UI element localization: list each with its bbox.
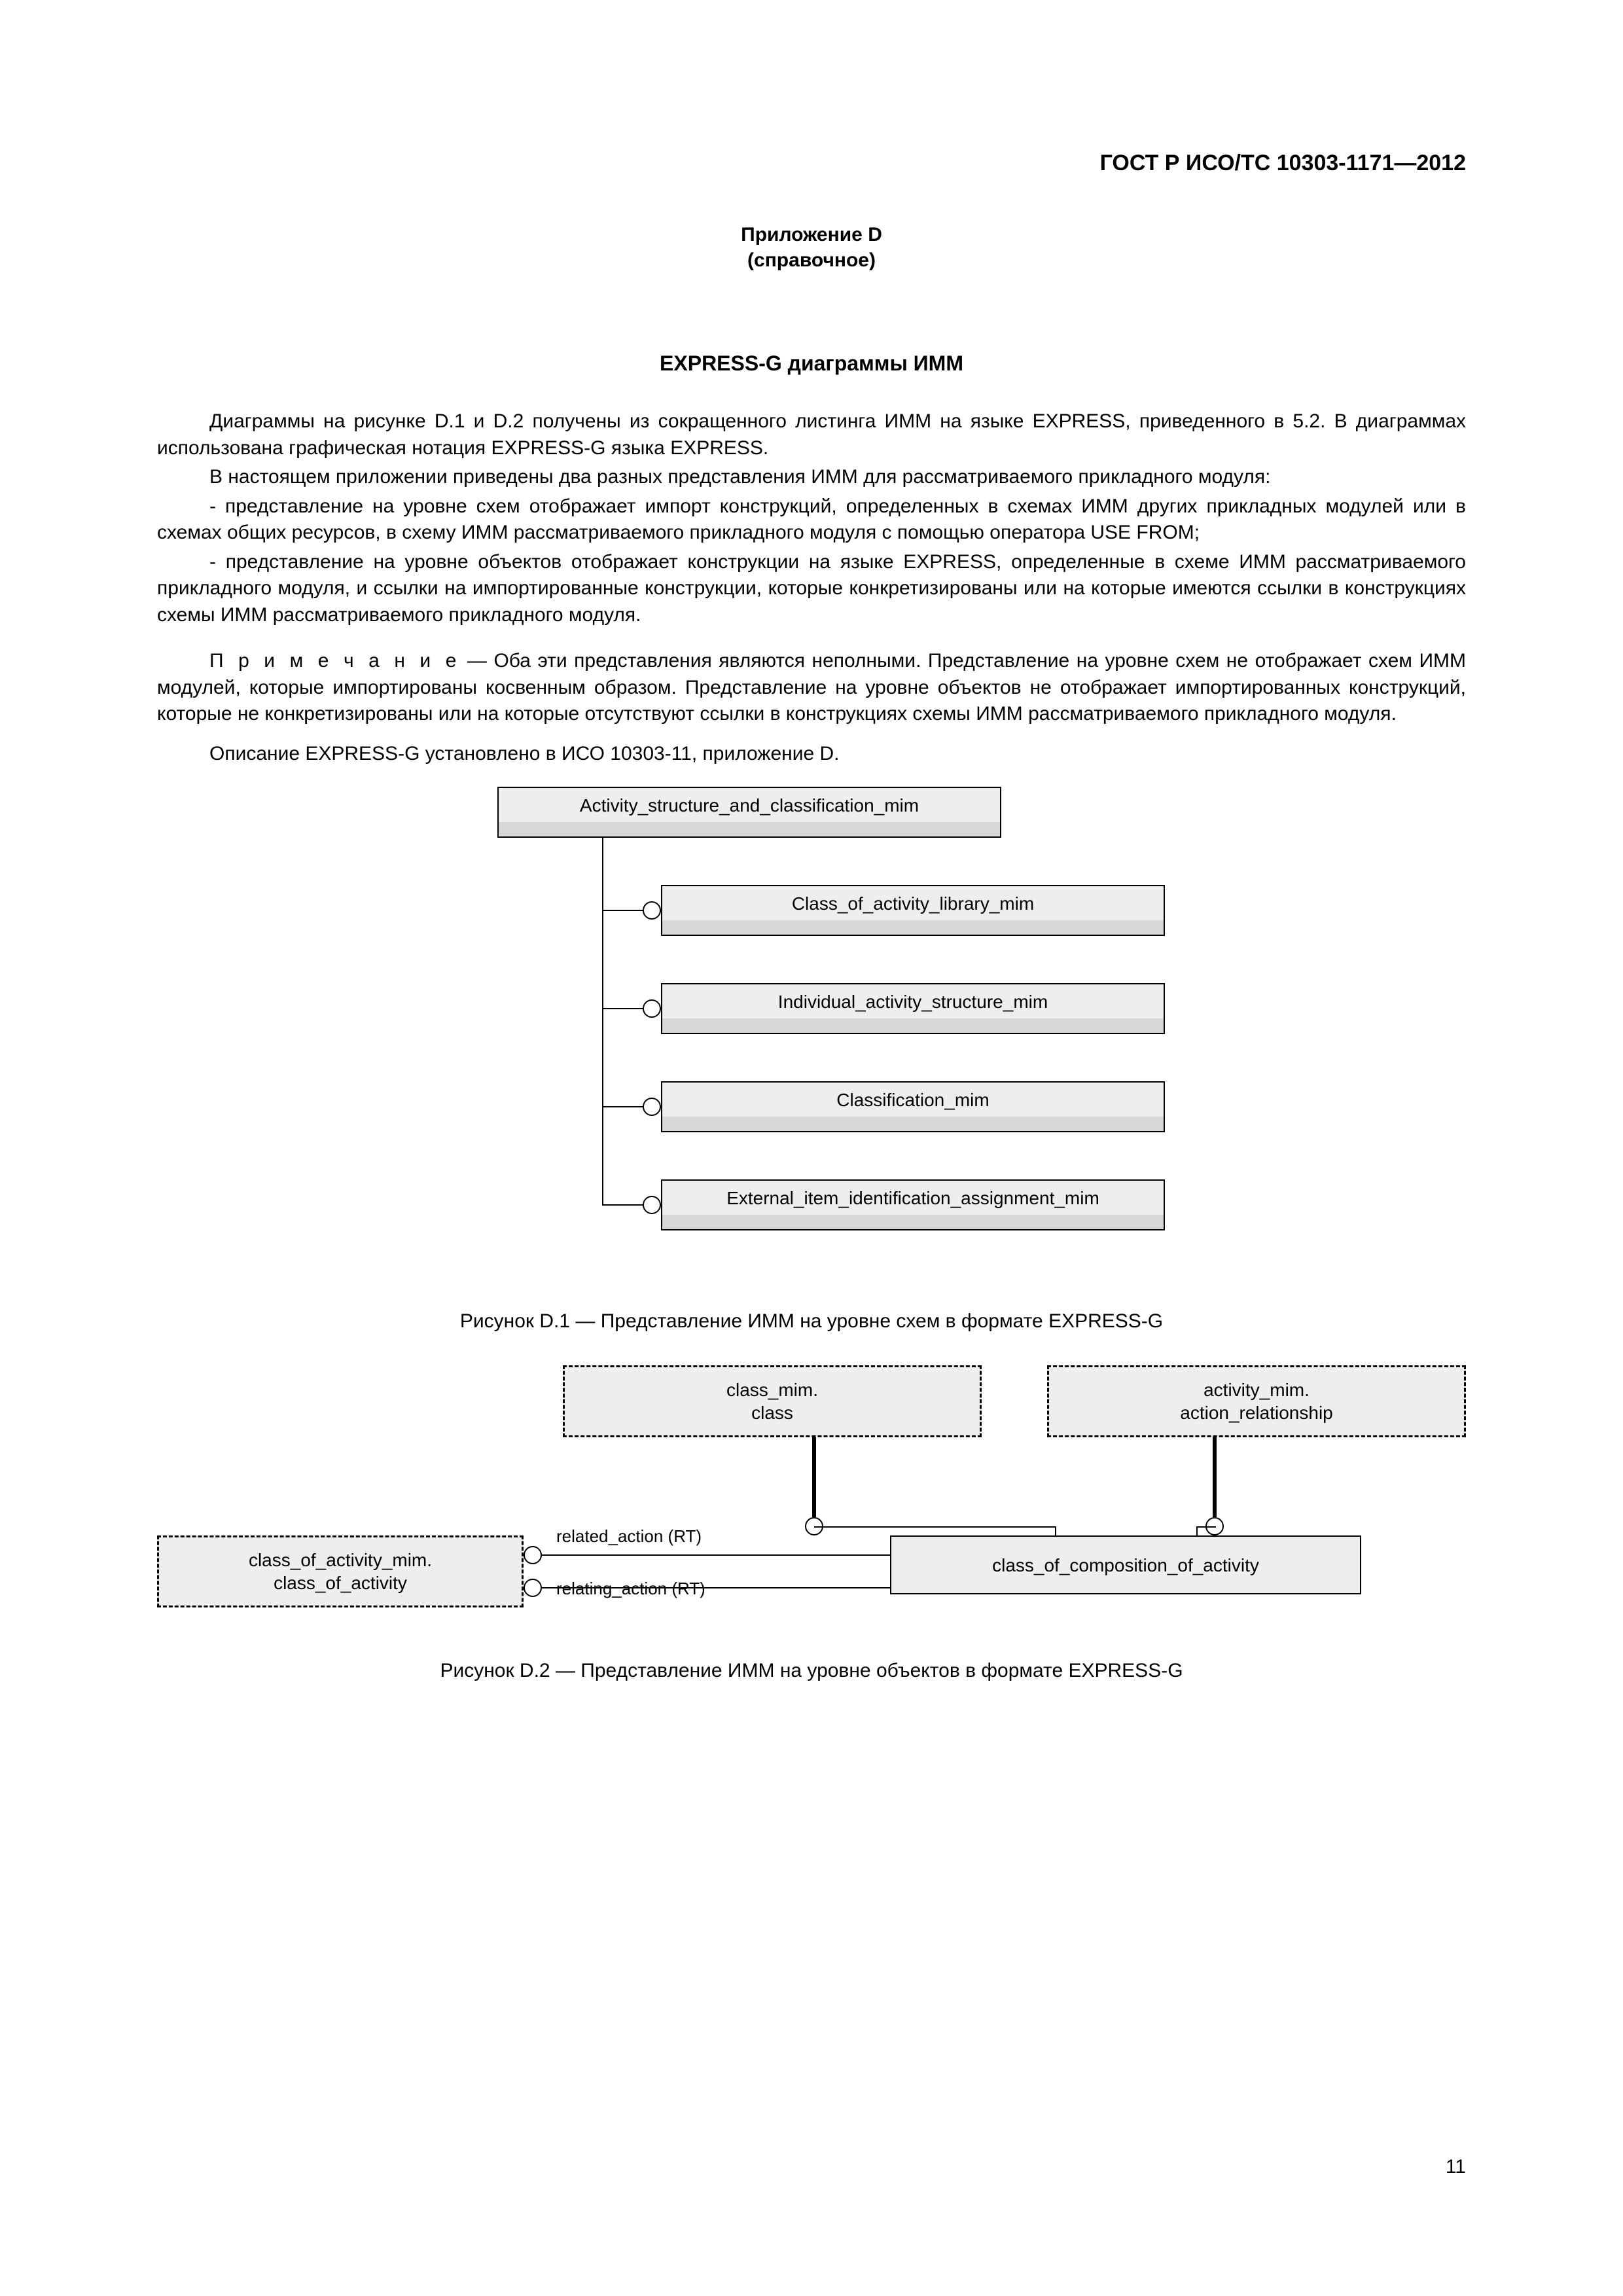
- paragraph-1: Диаграммы на рисунке D.1 и D.2 получены …: [157, 408, 1466, 461]
- supertype-line: [812, 1437, 816, 1517]
- connector-line: [814, 1526, 1056, 1528]
- paragraph-2: В настоящем приложении приведены два раз…: [157, 464, 1466, 491]
- schema-ref-box: External_item_identification_assignment_…: [661, 1179, 1165, 1230]
- schema-box-label: Activity_structure_and_classification_mi…: [499, 788, 1000, 823]
- entity-label-line2: action_relationship: [1180, 1401, 1333, 1424]
- section-title: EXPRESS-G диаграммы ИММ: [157, 351, 1466, 376]
- page-number: 11: [1446, 2156, 1466, 2178]
- entity-ref-box: class_mim.class: [563, 1365, 982, 1437]
- edge-label: related_action (RT): [556, 1526, 702, 1547]
- connector-line: [1196, 1526, 1216, 1528]
- ref-circle-icon: [643, 1098, 661, 1116]
- annex-title-line2: (справочное): [157, 247, 1466, 273]
- annex-title-line1: Приложение D: [157, 222, 1466, 247]
- schema-box-band: [662, 920, 1164, 935]
- paragraph-5: Описание EXPRESS-G установлено в ИСО 103…: [157, 741, 1466, 768]
- entity-label-line1: class_of_activity_mim.: [249, 1549, 432, 1571]
- figure-d2: class_mim.class activity_mim.action_relat…: [157, 1365, 1466, 1640]
- document-standard-code: ГОСТ Р ИСО/ТС 10303-1171—2012: [157, 151, 1466, 176]
- entity-ref-box: activity_mim.action_relationship: [1047, 1365, 1466, 1437]
- note-label: П р и м е ч а н и е: [209, 650, 460, 672]
- schema-box-label: Classification_mim: [662, 1083, 1164, 1118]
- schema-box-band: [662, 1018, 1164, 1033]
- paragraph-4: - представление на уровне объектов отобр…: [157, 549, 1466, 629]
- connector-line: [1196, 1526, 1198, 1535]
- schema-box-label: Class_of_activity_library_mim: [662, 886, 1164, 922]
- schema-root-box: Activity_structure_and_classification_mi…: [497, 787, 1001, 838]
- ref-circle-icon: [643, 1196, 661, 1214]
- paragraph-3: - представление на уровне схем отображае…: [157, 493, 1466, 547]
- schema-box-band: [662, 1117, 1164, 1131]
- connector-line: [1055, 1526, 1056, 1535]
- connector-line: [542, 1554, 890, 1556]
- schema-box-band: [662, 1215, 1164, 1229]
- entity-ref-box: class_of_activity_mim.class_of_activity: [157, 1535, 524, 1607]
- schema-box-label: External_item_identification_assignment_…: [662, 1181, 1164, 1216]
- schema-ref-box: Classification_mim: [661, 1081, 1165, 1132]
- supertype-line: [1213, 1437, 1217, 1517]
- figure-d1: Activity_structure_and_classification_mi…: [419, 787, 1204, 1291]
- edge-label: relating_action (RT): [556, 1579, 705, 1599]
- entity-label-line2: class_of_activity: [274, 1571, 407, 1594]
- ref-circle-icon: [524, 1546, 542, 1564]
- ref-circle-icon: [643, 999, 661, 1018]
- ref-circle-icon: [524, 1579, 542, 1597]
- note: П р и м е ч а н и е — Оба эти представле…: [157, 648, 1466, 728]
- schema-box-label: Individual_activity_structure_mim: [662, 984, 1164, 1020]
- schema-ref-box: Individual_activity_structure_mim: [661, 983, 1165, 1034]
- entity-label-line2: class: [751, 1401, 793, 1424]
- entity-label-line1: activity_mim.: [1204, 1378, 1310, 1401]
- figure-d2-caption: Рисунок D.2 — Представление ИММ на уровн…: [157, 1660, 1466, 1682]
- connector-line: [602, 838, 603, 1206]
- schema-ref-box: Class_of_activity_library_mim: [661, 885, 1165, 936]
- entity-box: class_of_composition_of_activity: [890, 1535, 1361, 1594]
- ref-circle-icon: [643, 901, 661, 920]
- schema-box-band: [499, 822, 1000, 836]
- figure-d1-caption: Рисунок D.1 — Представление ИММ на уровн…: [157, 1310, 1466, 1333]
- entity-label-line1: class_mim.: [726, 1378, 818, 1401]
